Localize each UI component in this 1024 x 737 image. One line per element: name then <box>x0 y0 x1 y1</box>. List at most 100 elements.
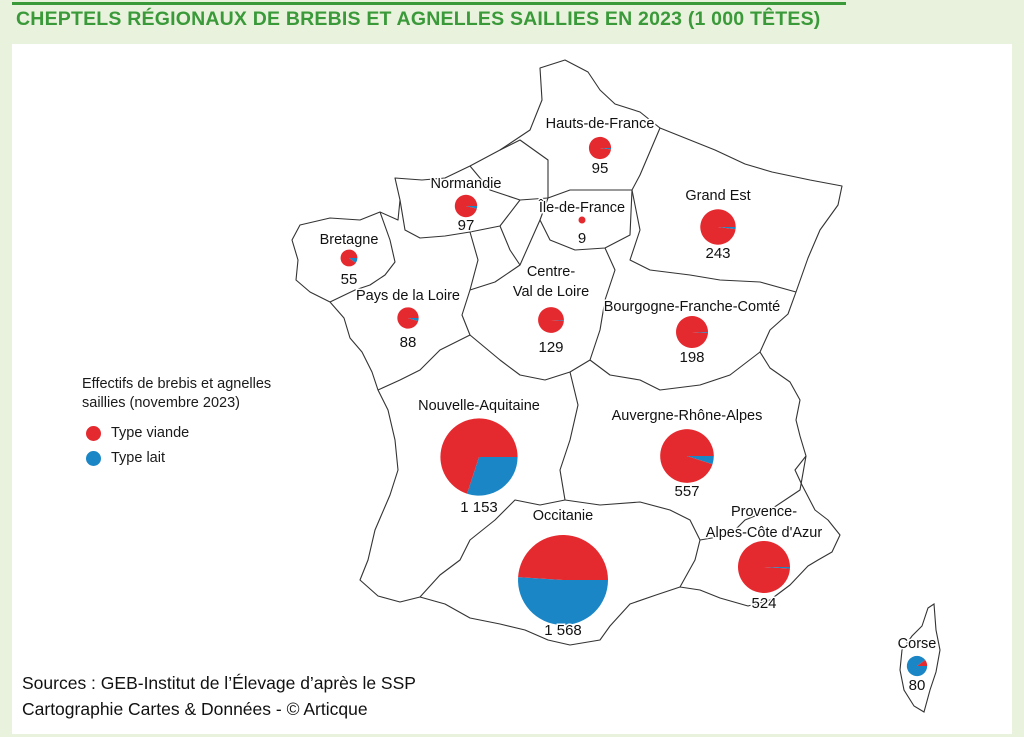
region-name-ile-de-france: Île-de-France <box>538 199 625 216</box>
region-value-pays-de-la-loire: 88 <box>400 334 417 351</box>
region-name-hauts-de-france: Hauts-de-France <box>546 116 655 132</box>
border-hdf-normandie <box>469 165 549 201</box>
region-name-provence-alpes-cote-dazur-line1: Provence- <box>731 504 797 520</box>
pie-slice-viande <box>340 249 358 267</box>
legend-title-line1: Effectifs de brebis et agnelles <box>82 376 272 392</box>
legend-viande-label: Type viande <box>111 425 190 441</box>
pie-slice-viande <box>578 216 586 224</box>
pie-slice-lait <box>467 457 518 496</box>
region-value-hauts-de-france: 95 <box>592 160 609 177</box>
region-name-normandie: Normandie <box>431 176 502 192</box>
border-ara-occ <box>564 499 701 588</box>
region-value-grand-est: 243 <box>705 245 730 262</box>
border-grand-est-bfc <box>629 189 797 293</box>
pie-ile-de-france <box>578 216 586 224</box>
pie-slice-lait <box>408 318 419 322</box>
pie-normandie <box>454 194 478 218</box>
legend-title-line2: saillies (novembre 2023) <box>82 395 240 411</box>
pie-slice-viande <box>538 307 564 333</box>
pie-slice-viande <box>397 307 419 329</box>
pie-charts-layer <box>340 136 928 677</box>
map-title: CHEPTELS RÉGIONAUX DE BREBIS ET AGNELLES… <box>16 8 821 30</box>
border-hdf-west <box>499 139 549 198</box>
pie-bretagne <box>340 249 358 267</box>
pie-corse <box>906 655 928 677</box>
border-hdf-east <box>547 127 661 199</box>
pie-slice-viande <box>454 194 478 218</box>
region-name-centre-val-de-loire-line1: Centre- <box>527 264 576 280</box>
pie-slice-lait <box>600 148 612 150</box>
region-value-centre-val-de-loire: 129 <box>538 339 563 356</box>
border-centre-west <box>499 225 521 266</box>
region-name-centre-val-de-loire-line2: Val de Loire <box>513 284 589 300</box>
legend-lait-label: Type lait <box>111 450 165 466</box>
pie-slice-viande <box>737 540 791 594</box>
region-name-occitanie: Occitanie <box>533 508 593 524</box>
region-value-bourgogne-franche-comte: 198 <box>679 349 704 366</box>
pie-slice-lait <box>692 332 708 334</box>
map-panel <box>12 44 1012 734</box>
sources-block: Sources : GEB-Institut de l’Élevage d’ap… <box>22 670 416 722</box>
region-name-auvergne-rhone-alpes: Auvergne-Rhône-Alpes <box>612 408 763 424</box>
pie-hauts-de-france <box>588 136 612 160</box>
pie-auvergne-rhone-alpes <box>660 429 714 483</box>
legend-lait-swatch <box>86 450 101 466</box>
pie-slice-viande <box>588 136 612 160</box>
region-name-corse: Corse <box>898 636 937 652</box>
legend-title: Effectifs de brebis et agnelles saillies… <box>82 375 302 413</box>
region-value-ile-de-france: 9 <box>578 230 586 247</box>
region-name-bourgogne-franche-comte: Bourgogne-Franche-Comté <box>604 299 781 315</box>
pie-slice-viande <box>660 429 714 483</box>
pie-provence-alpes-cote-dazur <box>737 540 791 594</box>
pie-slice-lait <box>687 456 714 465</box>
sources-line1: Sources : GEB-Institut de l’Élevage d’ap… <box>22 673 416 693</box>
region-borders <box>291 59 843 646</box>
border-ara-paca <box>699 455 807 541</box>
corse-outline <box>899 603 941 713</box>
pie-slice-lait <box>551 320 564 321</box>
france-outline <box>291 59 843 646</box>
pie-slice-lait <box>718 227 736 230</box>
pie-slice-lait <box>764 567 791 569</box>
pie-occitanie <box>518 534 608 626</box>
border-centre-east <box>469 247 616 381</box>
region-name-grand-est: Grand Est <box>685 188 750 204</box>
border-na-occ <box>419 499 566 598</box>
legend-viande-swatch <box>86 425 101 441</box>
pie-grand-est <box>700 209 736 245</box>
title-rule <box>12 2 846 5</box>
region-name-bretagne: Bretagne <box>320 232 379 248</box>
pie-bourgogne-franche-comte <box>676 316 708 348</box>
pie-slice-viande <box>440 418 518 494</box>
border-centre <box>469 219 541 291</box>
pie-slice-lait <box>349 258 358 263</box>
border-na-ara <box>559 371 579 501</box>
pie-centre-val-de-loire <box>538 307 564 333</box>
border-normandie-bretagne <box>399 199 471 239</box>
border-bfc-ara <box>589 351 761 391</box>
border-bretagne-pdl <box>329 211 396 303</box>
region-name-provence-alpes-cote-dazur-line2: Alpes-Côte d'Azur <box>706 525 823 541</box>
region-labels-layer: Hauts-de-France 95 Normandie 97 Île-de-Franc… <box>318 115 938 696</box>
region-name-nouvelle-aquitaine: Nouvelle-Aquitaine <box>418 398 540 414</box>
region-value-auvergne-rhone-alpes: 557 <box>674 483 699 500</box>
region-value-provence-alpes-cote-dazur: 524 <box>751 595 776 612</box>
pie-slice-viande <box>518 534 608 580</box>
region-value-corse: 80 <box>909 677 926 694</box>
region-name-pays-de-la-loire: Pays de la Loire <box>356 288 460 304</box>
border-pdl-east <box>377 231 479 391</box>
pie-pays-de-la-loire <box>397 307 419 329</box>
legend-item-lait: Type lait <box>86 450 165 466</box>
region-value-nouvelle-aquitaine: 1 153 <box>460 499 498 516</box>
sources-line2: Cartographie Cartes & Données - © Articq… <box>22 699 368 719</box>
region-value-occitanie: 1 568 <box>544 622 582 639</box>
pie-slice-viande <box>700 209 736 245</box>
pie-slice-viande <box>676 316 708 348</box>
pie-slice-lait <box>518 577 608 626</box>
region-value-normandie: 97 <box>458 217 475 234</box>
border-normandie-south <box>469 199 521 233</box>
pie-slice-viande <box>917 660 928 666</box>
pie-slice-lait <box>466 206 478 209</box>
pie-nouvelle-aquitaine <box>440 418 518 496</box>
